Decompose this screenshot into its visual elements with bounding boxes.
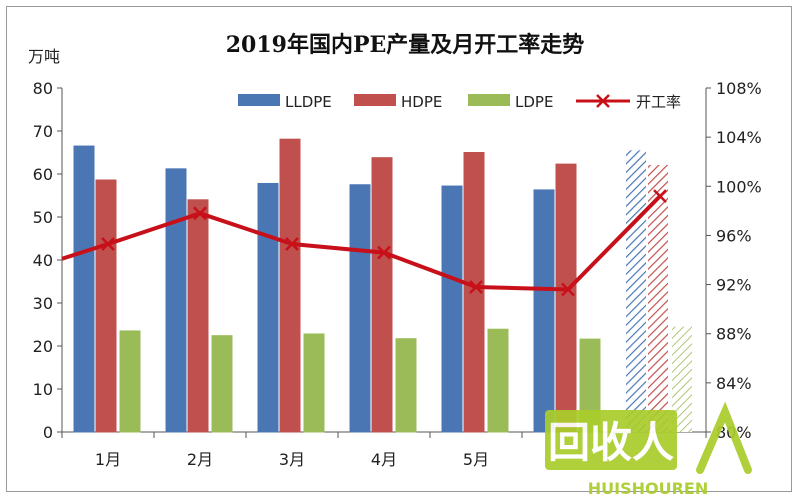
y-tick-label: 10: [33, 380, 53, 399]
bar-ldpe: [211, 335, 233, 433]
x-tick-label: 3月: [279, 450, 305, 469]
y2-tick-label: 92%: [716, 276, 752, 295]
legend-label: LDPE: [515, 93, 553, 111]
bar-lldpe: [165, 168, 187, 433]
bar-hdpe: [371, 157, 393, 433]
watermark-logo: 回收人 HUISHOUREN: [545, 401, 752, 498]
utilization-point: [101, 237, 115, 251]
bar-hdpe: [187, 199, 209, 433]
watermark-box: [545, 410, 677, 470]
bar-ldpe: [395, 338, 417, 433]
point-marker-stroke: [469, 280, 483, 294]
utilization-point: [285, 237, 299, 251]
utilization-line-path: [61, 194, 662, 292]
bar-lldpe: [533, 189, 555, 433]
x-axis-ticks: 1月 2月 3月 4月 5月: [61, 432, 707, 469]
utilization-point: [653, 189, 667, 203]
utilization-point: [377, 245, 391, 260]
point-marker-stroke: [101, 237, 115, 251]
utilization-line: [61, 189, 667, 297]
bar-hdpe: [648, 164, 668, 432]
utilization-point: [469, 280, 483, 294]
y2-tick-label: 84%: [716, 374, 752, 393]
bar-hdpe: [555, 163, 577, 433]
bar-lldpe: [73, 145, 95, 433]
y-tick-label: 0: [43, 423, 53, 442]
y2-tick-label: 108%: [716, 79, 762, 98]
bar-hdpe: [463, 152, 485, 433]
bar-ldpe: [303, 333, 325, 433]
y-axis-ticks: 0 10 20 30 40 50 60 70 80: [33, 79, 62, 442]
point-marker-stroke: [377, 245, 391, 260]
legend-label: 开工率: [636, 93, 681, 111]
y-tick-label: 20: [33, 337, 53, 356]
point-marker-stroke: [285, 237, 299, 251]
bar-lldpe: [349, 184, 371, 433]
utilization-point: [193, 206, 207, 221]
point-marker-stroke: [653, 189, 667, 203]
legend-swatch-lldpe: [238, 94, 280, 106]
y-tick-label: 40: [33, 251, 53, 270]
x-tick-label: 1月: [95, 450, 121, 469]
x-tick-label: 4月: [371, 450, 397, 469]
y2-axis-ticks: 80%84%88%92%96%100%104%108%: [706, 79, 762, 442]
y2-tick-label: 88%: [716, 325, 752, 344]
legend-swatch-marker: [596, 94, 610, 108]
bar-ldpe: [487, 328, 509, 433]
bar-lldpe: [441, 185, 463, 433]
y2-tick-label: 100%: [716, 177, 762, 196]
y2-tick-label: 96%: [716, 226, 752, 245]
bar-hdpe: [95, 179, 117, 433]
bar-ldpe: [672, 326, 692, 432]
watermark-sub-text: HUISHOUREN: [588, 479, 708, 498]
legend: LLDPE HDPE LDPE 开工率: [238, 93, 681, 111]
y2-tick-label: 104%: [716, 128, 762, 147]
watermark-person-icon: [696, 401, 752, 474]
watermark-main-text: 回收人: [548, 418, 674, 467]
point-marker-stroke: [193, 206, 207, 221]
y-axis-label: 万吨: [28, 47, 60, 66]
y-tick-label: 50: [33, 208, 53, 227]
legend-swatch-ldpe: [468, 94, 510, 106]
point-marker-stroke: [561, 282, 575, 297]
bar-hdpe: [279, 138, 301, 433]
y-tick-label: 80: [33, 79, 53, 98]
x-tick-label: 2月: [187, 450, 213, 469]
x-tick-label: 5月: [463, 450, 489, 469]
bar-lldpe: [257, 182, 279, 433]
legend-label: LLDPE: [285, 93, 332, 111]
legend-label: HDPE: [401, 93, 442, 111]
y-tick-label: 70: [33, 122, 53, 141]
chart-title: 2019年国内PE产量及月开工率走势: [226, 32, 585, 58]
legend-swatch-hdpe: [354, 94, 396, 106]
bar-ldpe: [119, 330, 141, 433]
bar-lldpe: [626, 150, 646, 432]
y-tick-label: 30: [33, 294, 53, 313]
bars: [73, 138, 692, 433]
utilization-point: [561, 282, 575, 297]
y-tick-label: 60: [33, 165, 53, 184]
